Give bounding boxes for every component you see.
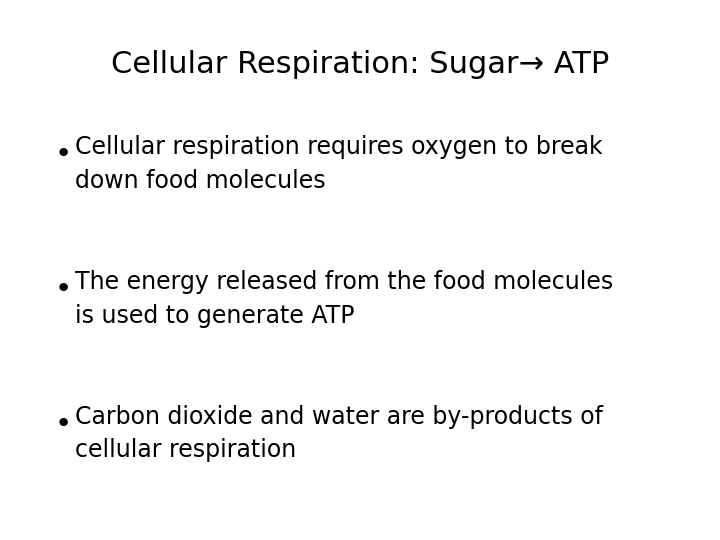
Text: Cellular respiration requires oxygen to break
down food molecules: Cellular respiration requires oxygen to … (75, 135, 603, 192)
Text: Cellular Respiration: Sugar→ ATP: Cellular Respiration: Sugar→ ATP (111, 50, 609, 79)
Text: •: • (55, 275, 72, 303)
Text: •: • (55, 140, 72, 168)
Text: Carbon dioxide and water are by-products of
cellular respiration: Carbon dioxide and water are by-products… (75, 405, 603, 462)
Text: •: • (55, 410, 72, 438)
Text: The energy released from the food molecules
is used to generate ATP: The energy released from the food molecu… (75, 270, 613, 327)
